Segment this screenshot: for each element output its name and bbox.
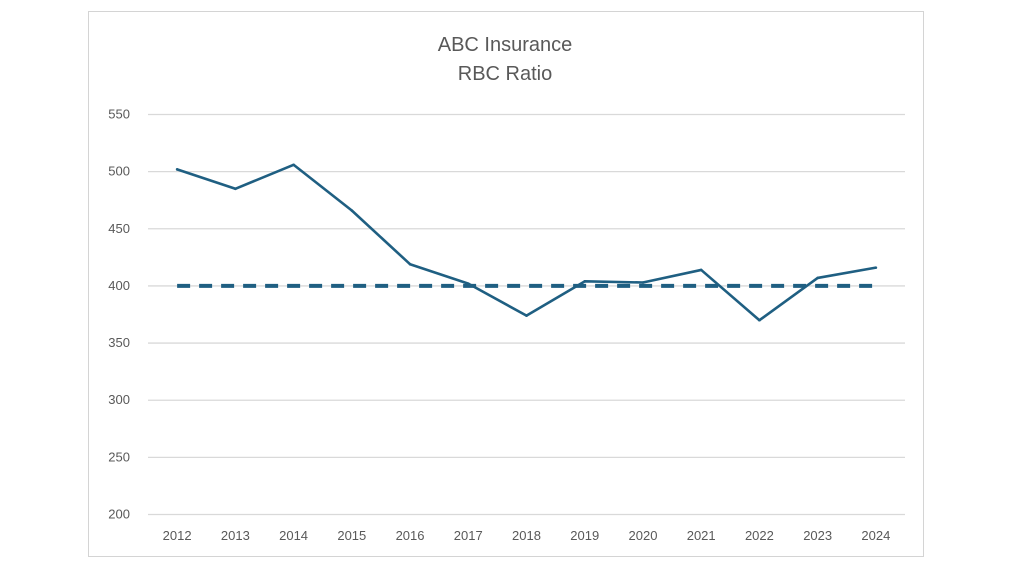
x-tick-label: 2020: [629, 528, 658, 543]
data-point: [408, 262, 412, 266]
data-point: [175, 168, 179, 171]
data-point: [641, 281, 645, 284]
data-point: [525, 314, 528, 317]
x-tick-label: 2017: [454, 528, 483, 543]
data-point: [758, 318, 761, 322]
y-tick-label: 350: [108, 335, 130, 350]
rbc-ratio-line: [176, 163, 877, 322]
x-tick-label: 2024: [861, 528, 890, 543]
y-tick-label: 500: [108, 164, 130, 179]
data-point: [816, 276, 819, 280]
y-tick-label: 200: [108, 507, 130, 522]
data-point: [874, 266, 878, 269]
x-tick-label: 2014: [279, 528, 308, 543]
chart-title-line-1: ABC Insurance: [438, 34, 573, 56]
chart-title-line-2: RBC Ratio: [458, 63, 552, 85]
data-point: [350, 209, 354, 212]
x-tick-label: 2013: [221, 528, 250, 543]
y-tick-label: 300: [108, 392, 130, 407]
x-tick-label: 2022: [745, 528, 774, 543]
x-tick-label: 2015: [337, 528, 366, 543]
x-tick-label: 2018: [512, 528, 541, 543]
x-tick-label: 2019: [570, 528, 599, 543]
y-tick-label: 550: [108, 107, 130, 122]
x-tick-label: 2012: [163, 528, 192, 543]
x-tick-label: 2023: [803, 528, 832, 543]
y-tick-label: 250: [108, 449, 130, 464]
data-point: [583, 280, 587, 283]
x-tick-label: 2016: [396, 528, 425, 543]
chart-frame: [88, 11, 924, 557]
data-point: [234, 187, 237, 191]
y-tick-label: 450: [108, 221, 130, 236]
x-tick-label: 2021: [687, 528, 716, 543]
data-point: [699, 268, 703, 272]
data-point: [292, 163, 295, 167]
y-tick-label: 400: [108, 278, 130, 293]
